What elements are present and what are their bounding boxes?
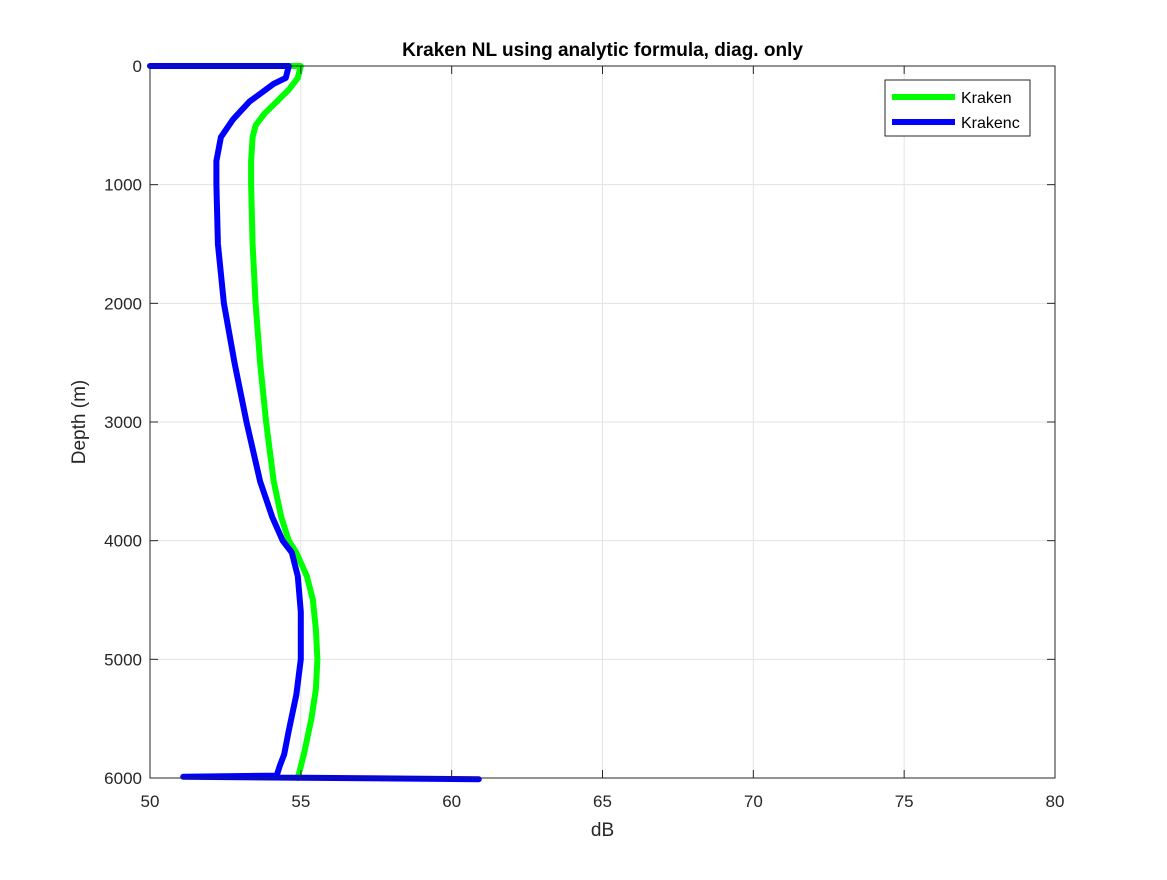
legend-box (884, 79, 1031, 137)
x-tick-label: 75 (895, 792, 914, 811)
x-tick-label: 60 (442, 792, 461, 811)
chart-title: Kraken NL using analytic formula, diag. … (402, 40, 803, 61)
ticks: 50 55 60 65 70 75 80 0 1000 2000 3000 4000 5000 6000 (104, 57, 1064, 811)
series-layer (147, 63, 482, 783)
x-tick-label: 50 (141, 792, 160, 811)
y-tick-label: 5000 (104, 650, 142, 669)
y-axis-label: Depth (m) (69, 380, 90, 464)
y-tick-label: 6000 (104, 769, 142, 788)
legend-label-krakenc: Krakenc (961, 115, 1020, 132)
grid (149, 65, 1056, 779)
x-tick-label: 55 (291, 792, 310, 811)
x-tick-label: 70 (744, 792, 763, 811)
y-tick-label: 0 (133, 57, 142, 76)
y-tick-label: 3000 (104, 413, 142, 432)
x-tick-label: 65 (593, 792, 612, 811)
y-tick-label: 1000 (104, 176, 142, 195)
legend: Kraken Krakenc (884, 79, 1031, 137)
y-tick-label: 4000 (104, 532, 142, 551)
legend-label-kraken: Kraken (961, 90, 1012, 107)
x-axis-label: dB (591, 820, 614, 841)
series-line-kraken (248, 63, 321, 781)
x-tick-label: 80 (1046, 792, 1065, 811)
series-line-krakenc (147, 63, 482, 783)
y-tick-label: 2000 (104, 294, 142, 313)
